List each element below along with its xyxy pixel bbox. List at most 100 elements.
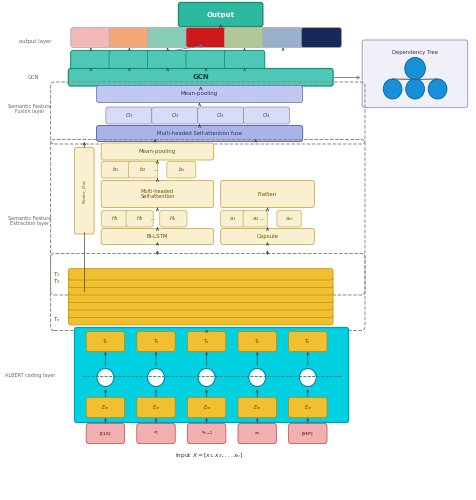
Text: Dependency Tree: Dependency Tree <box>392 50 438 55</box>
Circle shape <box>405 58 426 80</box>
Text: Mean-pooling: Mean-pooling <box>181 92 218 96</box>
FancyBboxPatch shape <box>97 126 303 142</box>
Text: $E_m$: $E_m$ <box>152 403 160 412</box>
Text: Semantic Feature
Extraction layer: Semantic Feature Extraction layer <box>9 216 51 226</box>
FancyBboxPatch shape <box>238 398 277 417</box>
FancyBboxPatch shape <box>301 28 342 48</box>
FancyBboxPatch shape <box>221 210 245 227</box>
Circle shape <box>299 368 316 386</box>
FancyBboxPatch shape <box>137 398 175 417</box>
FancyBboxPatch shape <box>221 228 314 244</box>
Text: $E_m$: $E_m$ <box>202 403 211 412</box>
FancyBboxPatch shape <box>101 162 130 178</box>
Text: GCN: GCN <box>28 74 39 80</box>
FancyBboxPatch shape <box>101 228 214 244</box>
Circle shape <box>249 368 266 386</box>
FancyBboxPatch shape <box>167 162 196 178</box>
Text: Output: Output <box>207 12 235 18</box>
FancyBboxPatch shape <box>69 306 333 318</box>
FancyBboxPatch shape <box>221 180 314 208</box>
FancyBboxPatch shape <box>224 50 265 70</box>
Text: $H_n$: $H_n$ <box>169 214 178 223</box>
FancyBboxPatch shape <box>188 424 226 444</box>
FancyBboxPatch shape <box>224 50 265 70</box>
Text: Semantic Feature
Fusion layer: Semantic Feature Fusion layer <box>9 104 51 115</box>
Text: $E_m$: $E_m$ <box>304 403 312 412</box>
FancyBboxPatch shape <box>109 28 149 48</box>
FancyBboxPatch shape <box>71 28 111 48</box>
FancyBboxPatch shape <box>362 40 467 108</box>
Text: $T_2$: $T_2$ <box>53 278 60 286</box>
FancyBboxPatch shape <box>160 210 187 227</box>
FancyBboxPatch shape <box>69 268 333 280</box>
FancyBboxPatch shape <box>69 68 333 86</box>
FancyBboxPatch shape <box>277 210 301 227</box>
FancyBboxPatch shape <box>86 398 125 417</box>
Text: $a_m$: $a_m$ <box>285 215 293 222</box>
FancyBboxPatch shape <box>288 424 327 444</box>
FancyBboxPatch shape <box>186 50 226 70</box>
FancyBboxPatch shape <box>71 50 111 70</box>
Text: $T_n$: $T_n$ <box>203 337 210 346</box>
Circle shape <box>148 368 164 386</box>
Text: Bi-LSTM: Bi-LSTM <box>147 234 168 239</box>
FancyBboxPatch shape <box>243 210 268 227</box>
Text: Input $X = [x_1, x_2,... x_n]$: Input $X = [x_1, x_2,... x_n]$ <box>175 450 243 460</box>
Text: $b_1$: $b_1$ <box>112 166 119 174</box>
FancyBboxPatch shape <box>86 424 125 444</box>
FancyBboxPatch shape <box>224 28 265 48</box>
Text: $O_2$: $O_2$ <box>170 111 179 120</box>
Text: output layer: output layer <box>20 38 52 44</box>
Text: $T_1$: $T_1$ <box>53 270 60 278</box>
FancyBboxPatch shape <box>71 50 111 70</box>
FancyBboxPatch shape <box>152 107 198 124</box>
Circle shape <box>383 79 402 99</box>
FancyBboxPatch shape <box>288 332 327 351</box>
FancyBboxPatch shape <box>148 28 188 48</box>
Text: ...: ... <box>151 216 157 222</box>
Circle shape <box>428 79 447 99</box>
Text: $x_n$: $x_n$ <box>254 430 260 437</box>
FancyBboxPatch shape <box>101 180 214 208</box>
Text: $T_n$: $T_n$ <box>153 337 159 346</box>
Text: ...: ... <box>153 167 159 172</box>
Text: $b_2$: $b_2$ <box>139 166 147 174</box>
Text: $E_m$: $E_m$ <box>253 403 261 412</box>
FancyBboxPatch shape <box>69 314 333 325</box>
FancyBboxPatch shape <box>69 291 333 302</box>
FancyBboxPatch shape <box>148 50 188 70</box>
FancyBboxPatch shape <box>106 107 152 124</box>
Circle shape <box>406 79 425 99</box>
FancyBboxPatch shape <box>74 328 348 422</box>
Text: ...: ... <box>259 216 265 222</box>
FancyBboxPatch shape <box>186 28 226 48</box>
FancyBboxPatch shape <box>97 86 303 102</box>
FancyBboxPatch shape <box>148 50 188 70</box>
Text: $O_4$: $O_4$ <box>262 111 271 120</box>
FancyBboxPatch shape <box>101 210 129 227</box>
Text: Capsule: Capsule <box>257 234 278 239</box>
FancyBboxPatch shape <box>137 424 175 444</box>
FancyBboxPatch shape <box>109 50 149 70</box>
FancyBboxPatch shape <box>69 276 333 287</box>
Text: GCN: GCN <box>192 74 209 80</box>
FancyBboxPatch shape <box>263 28 303 48</box>
Text: $a_1$: $a_1$ <box>229 215 237 222</box>
Text: $O_1$: $O_1$ <box>125 111 133 120</box>
Circle shape <box>97 368 114 386</box>
Text: [SEP]: [SEP] <box>302 432 314 436</box>
Text: $T_n$: $T_n$ <box>102 337 109 346</box>
FancyBboxPatch shape <box>186 50 226 70</box>
FancyBboxPatch shape <box>288 398 327 417</box>
Text: ALBERT coding layer: ALBERT coding layer <box>5 372 55 378</box>
FancyBboxPatch shape <box>178 2 263 26</box>
Text: [CLS]: [CLS] <box>99 432 111 436</box>
Text: $T_n$: $T_n$ <box>53 315 60 324</box>
FancyBboxPatch shape <box>126 210 153 227</box>
Text: $H_1$: $H_1$ <box>111 214 119 223</box>
FancyBboxPatch shape <box>86 332 125 351</box>
Text: $E_m$: $E_m$ <box>101 403 109 412</box>
Text: $H_2$: $H_2$ <box>136 214 144 223</box>
FancyBboxPatch shape <box>69 298 333 310</box>
Text: $T_n$: $T_n$ <box>254 337 261 346</box>
